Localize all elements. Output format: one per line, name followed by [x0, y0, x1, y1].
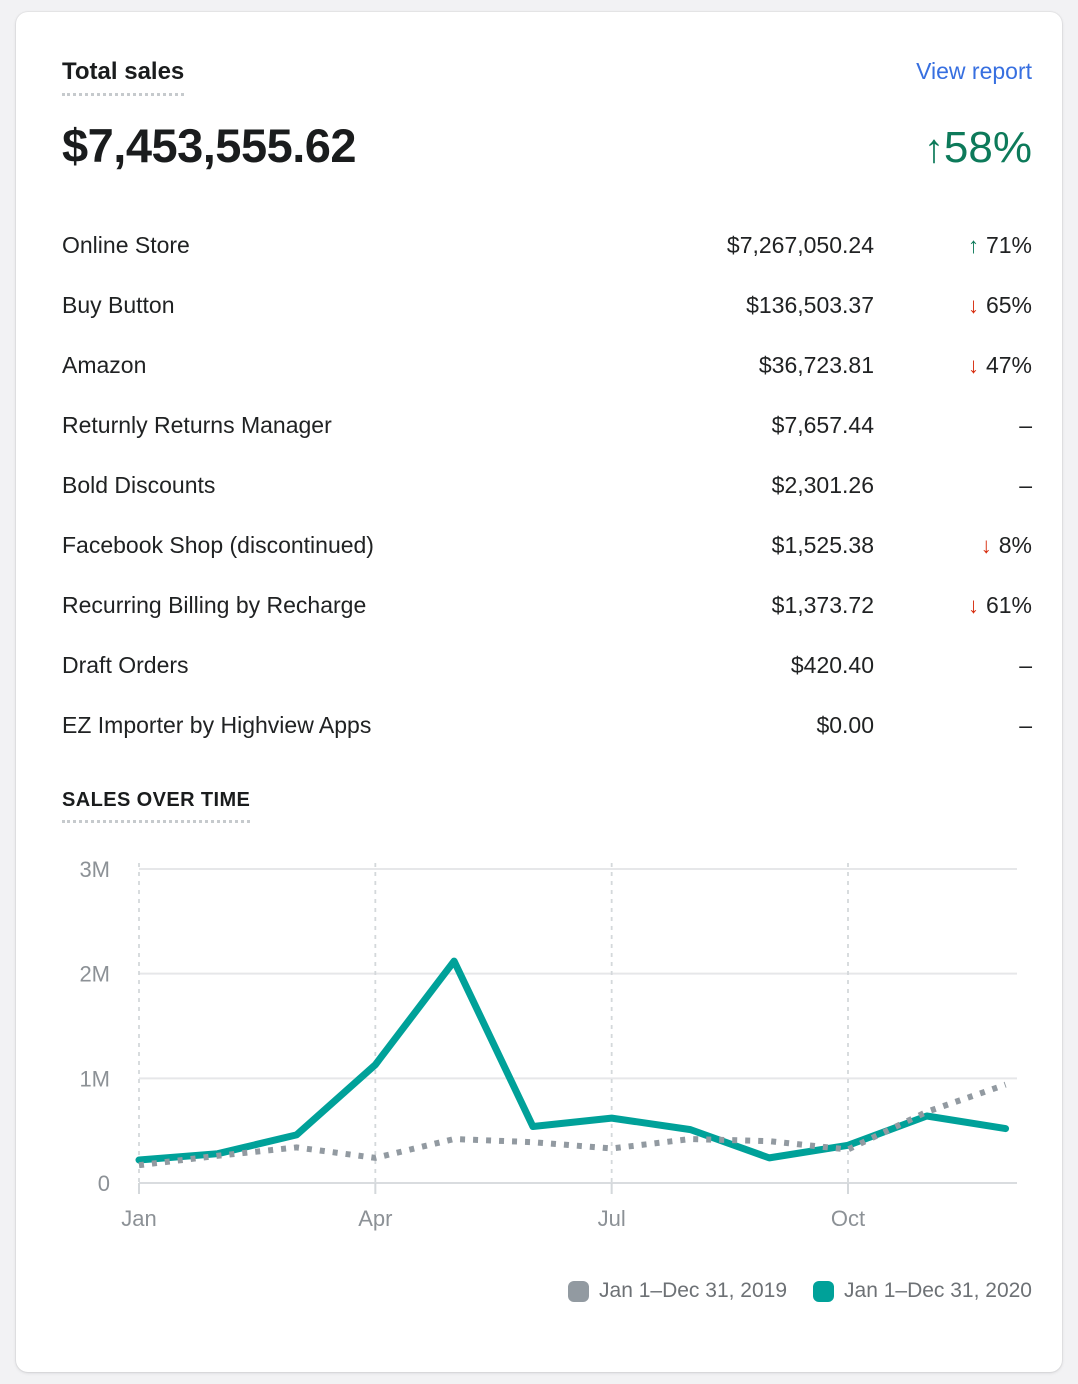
sales-over-time-title[interactable]: SALES OVER TIME — [62, 789, 251, 823]
channel-label: Returnly Returns Manager — [62, 411, 332, 438]
channel-amount: $1,373.72 — [771, 591, 874, 618]
channel-amount: $0.00 — [816, 711, 874, 738]
y-axis-tick-label: 1M — [79, 1066, 110, 1091]
channel-change: – — [874, 652, 1032, 679]
channel-change: ↓ 65% — [874, 292, 1032, 319]
y-axis-tick-label: 3M — [79, 857, 110, 882]
channel-label: Buy Button — [62, 291, 175, 318]
channel-change: ↓ 8% — [874, 532, 1032, 559]
channel-change-percent: 65% — [985, 291, 1032, 318]
channel-change: – — [874, 712, 1032, 739]
channel-change-percent: 61% — [985, 591, 1032, 618]
channel-amount: $136,503.37 — [746, 291, 874, 318]
card-header: Total sales View report — [62, 58, 1032, 96]
channel-amount: $2,301.26 — [771, 471, 874, 498]
channel-label: Facebook Shop (discontinued) — [62, 531, 374, 558]
legend-item: Jan 1–Dec 31, 2019 — [568, 1279, 787, 1303]
series-line-2019 — [138, 1081, 1007, 1169]
channel-change-percent: 47% — [985, 351, 1032, 378]
channel-change-percent: 71% — [985, 231, 1032, 258]
up-arrow-icon: ↑ — [967, 232, 979, 258]
view-report-link[interactable]: View report — [916, 58, 1032, 84]
legend-swatch-icon — [568, 1280, 590, 1302]
section-title-wrap: SALES OVER TIME — [62, 789, 1032, 823]
channel-change-percent: – — [1019, 471, 1032, 498]
series-line-2020 — [135, 957, 1010, 1164]
up-arrow-icon: ↑ — [923, 127, 944, 171]
x-axis-tick-label: Jan — [121, 1206, 156, 1231]
down-arrow-icon: ↓ — [980, 532, 992, 558]
x-axis-tick-label: Apr — [358, 1206, 392, 1231]
legend-label: Jan 1–Dec 31, 2020 — [844, 1279, 1032, 1302]
channel-row: Draft Orders $420.40 – — [62, 635, 1032, 695]
channel-label: Bold Discounts — [62, 471, 216, 498]
total-change-badge: ↑58% — [924, 123, 1032, 173]
channel-change: ↓ 61% — [874, 592, 1032, 619]
channel-row: Recurring Billing by Recharge $1,373.72 ↓ 6… — [62, 575, 1032, 635]
channel-change-percent: 8% — [998, 531, 1032, 558]
sales-over-time-chart-area: 3M 2M 1M 0 Jan Apr Jul Oct — [62, 853, 1032, 1243]
channel-change-percent: – — [1019, 411, 1032, 438]
sales-over-time-chart: 3M 2M 1M 0 Jan Apr Jul Oct — [79, 857, 1017, 1231]
channel-change: – — [874, 412, 1032, 439]
channel-row: Buy Button $136,503.37 ↓ 65% — [62, 275, 1032, 335]
y-axis-tick-label: 2M — [79, 962, 110, 987]
channel-label: Draft Orders — [62, 651, 189, 678]
channel-amount: $7,657.44 — [771, 411, 874, 438]
channel-change: ↓ 47% — [874, 352, 1032, 379]
channel-row: Amazon $36,723.81 ↓ 47% — [62, 335, 1032, 395]
channel-label: Recurring Billing by Recharge — [62, 591, 367, 618]
total-sales-title[interactable]: Total sales — [62, 58, 185, 96]
channel-row: Bold Discounts $2,301.26 – — [62, 455, 1032, 515]
channel-change: ↑ 71% — [874, 232, 1032, 259]
legend-label: Jan 1–Dec 31, 2019 — [599, 1279, 788, 1302]
channel-amount: $1,525.38 — [771, 531, 874, 558]
channel-change: – — [874, 472, 1032, 499]
total-sales-value: $7,453,555.62 — [62, 119, 357, 172]
total-change-percent: 58% — [943, 123, 1032, 172]
y-axis-tick-label: 0 — [98, 1171, 110, 1196]
total-sales-card: Total sales View report $7,453,555.62 ↑5… — [16, 12, 1062, 1372]
channel-label: Online Store — [62, 231, 190, 258]
channel-amount: $7,267,050.24 — [726, 231, 874, 258]
down-arrow-icon: ↓ — [967, 292, 979, 318]
channel-amount: $420.40 — [790, 651, 874, 678]
channel-label: EZ Importer by Highview Apps — [62, 711, 372, 738]
sales-channels-list: Online Store $7,267,050.24 ↑ 71% Buy Button $… — [62, 215, 1032, 755]
chart-legend: Jan 1–Dec 31, 2019 Jan 1–Dec 31, 2020 — [62, 1279, 1032, 1303]
channel-row: Facebook Shop (discontinued) $1,525.38 ↓ 8% — [62, 515, 1032, 575]
total-sales-summary: $7,453,555.62 ↑58% — [62, 118, 1032, 173]
x-axis-tick-label: Oct — [831, 1206, 865, 1231]
channel-row: Returnly Returns Manager $7,657.44 – — [62, 395, 1032, 455]
legend-item: Jan 1–Dec 31, 2020 — [813, 1279, 1032, 1303]
down-arrow-icon: ↓ — [967, 592, 979, 618]
channel-row: EZ Importer by Highview Apps $0.00 – — [62, 695, 1032, 755]
channel-row: Online Store $7,267,050.24 ↑ 71% — [62, 215, 1032, 275]
down-arrow-icon: ↓ — [967, 352, 979, 378]
channel-label: Amazon — [62, 351, 147, 378]
channel-amount: $36,723.81 — [758, 351, 874, 378]
channel-change-percent: – — [1019, 711, 1032, 738]
x-axis-tick-label: Jul — [598, 1206, 626, 1231]
channel-change-percent: – — [1019, 651, 1032, 678]
legend-swatch-icon — [813, 1280, 835, 1302]
